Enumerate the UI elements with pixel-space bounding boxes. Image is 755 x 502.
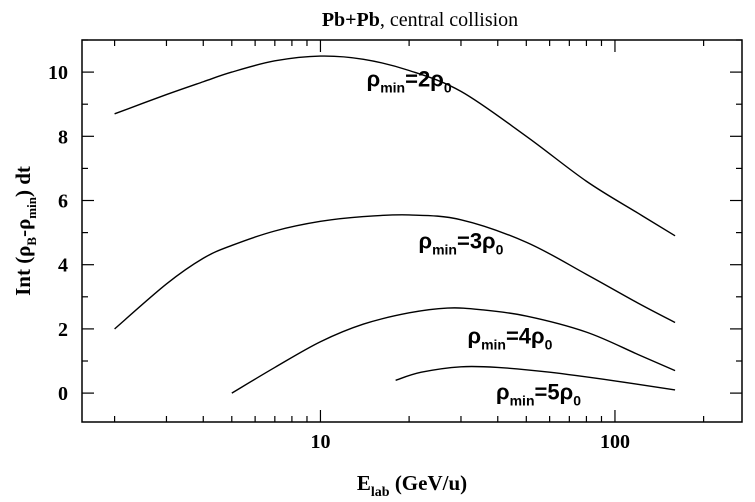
series-line-2: [114, 214, 676, 330]
plot-frame: [81, 39, 743, 423]
y-tick-label: 0: [58, 383, 68, 405]
x-axis-label-main: E: [357, 471, 371, 495]
y-tick-label: 8: [58, 126, 68, 148]
series-line-1: [114, 55, 676, 237]
y-axis-label-p2: -ρ: [11, 219, 35, 237]
x-axis-label: Elab (GeV/u): [357, 471, 467, 500]
series-layer: ρmin=2ρ0 ρmin=3ρ0 ρmin=4ρ0 ρmin=5ρ0: [114, 55, 676, 409]
y-axis-label: Int (ρB-ρmin) dt: [11, 166, 39, 296]
y-axis-label-p1: Int (ρ: [11, 246, 35, 296]
y-axis-label-s1: B: [24, 237, 39, 246]
y-tick-label: 2: [58, 319, 68, 341]
series-label-3: ρmin=4ρ0: [467, 323, 552, 352]
y-axis-label-p3: ) dt: [11, 166, 35, 197]
chart-title-rest: , central collision: [380, 9, 518, 31]
x-axis-label-sub: lab: [371, 485, 390, 500]
x-tick-label: 10: [310, 431, 330, 453]
series-label-4: ρmin=5ρ0: [496, 380, 581, 409]
y-tick-label: 4: [58, 255, 68, 277]
y-tick-label: 6: [58, 191, 68, 213]
x-tick-label: 100: [600, 431, 630, 453]
series-label-1: ρmin=2ρ0: [367, 67, 452, 96]
chart-title: Pb+Pb, central collision: [322, 9, 518, 31]
y-tick-label: 10: [48, 62, 68, 84]
series-line-3: [231, 307, 676, 394]
chart-title-bold: Pb+Pb: [322, 9, 380, 31]
y-axis-label-s2: min: [24, 196, 39, 218]
y-axis-ticks: 0 2 4 6 8 10: [48, 39, 742, 405]
x-axis-ticks: 10 100: [114, 40, 705, 453]
x-axis-label-rest: (GeV/u): [390, 471, 468, 495]
series-label-2: ρmin=3ρ0: [418, 229, 503, 258]
series-line-4: [395, 365, 676, 391]
